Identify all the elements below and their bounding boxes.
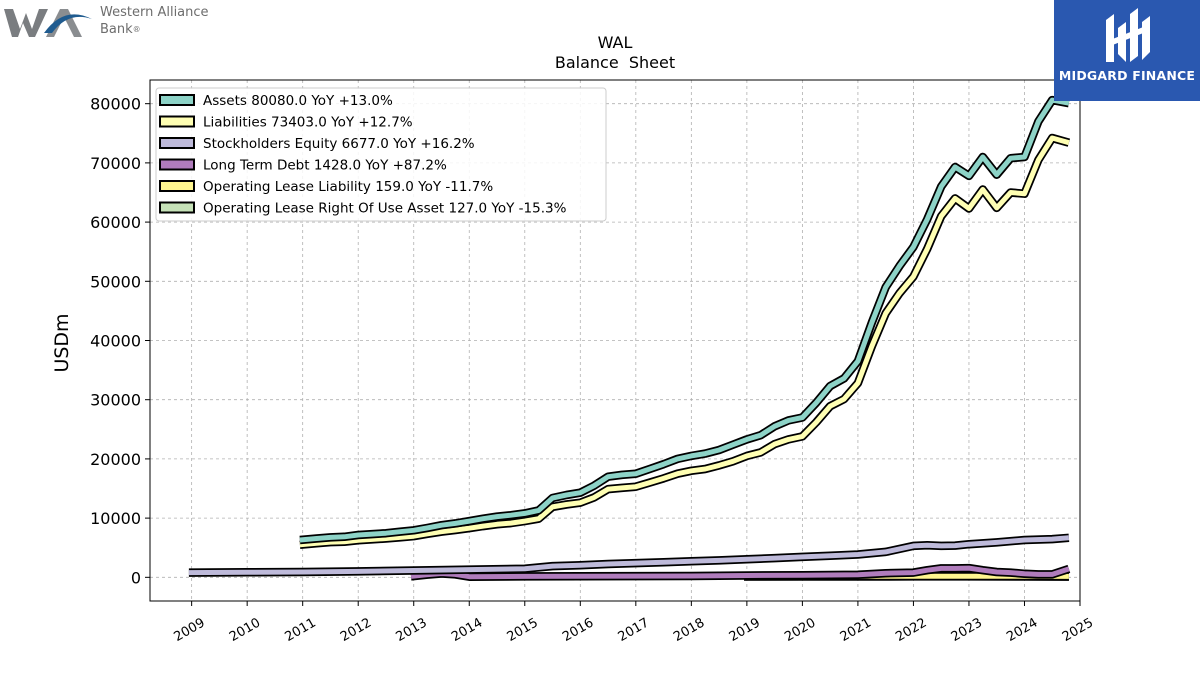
legend-label-operating_lease_rou: Operating Lease Right Of Use Asset 127.0… <box>203 201 567 217</box>
wab-logo-line2-text: Bank <box>100 22 133 37</box>
legend-swatch-liabilities <box>159 115 195 128</box>
x-tick-label: 2014 <box>449 615 485 645</box>
x-tick-label: 2025 <box>1060 615 1096 645</box>
legend-swatch-long_term_debt <box>159 158 195 171</box>
midgard-finance-logo: MIDGARD FINANCE <box>1054 0 1200 101</box>
series-assets-line <box>299 97 1070 543</box>
legend-label-long_term_debt: Long Term Debt 1428.0 YoY +87.2% <box>203 158 447 174</box>
x-tick-label: 2012 <box>338 615 374 645</box>
legend-box <box>155 87 607 222</box>
y-tick-label: 30000 <box>90 391 141 410</box>
series-equity-line <box>188 535 1070 576</box>
wa-logo-icon <box>4 9 92 37</box>
y-tick-label: 40000 <box>90 332 141 351</box>
legend-swatch-equity <box>159 137 195 149</box>
midgard-logo-text: MIDGARD FINANCE <box>1058 68 1196 83</box>
wab-logo-line1: Western Alliance <box>100 5 209 20</box>
x-tick-label: 2015 <box>505 615 541 645</box>
y-tick-label: 20000 <box>90 450 141 469</box>
x-tick-label: 2016 <box>560 615 596 645</box>
x-tick-label: 2009 <box>171 615 207 645</box>
series-liabilities-line <box>299 135 1070 548</box>
y-tick-label: 10000 <box>90 509 141 528</box>
x-tick-label: 2021 <box>838 615 874 645</box>
legend-swatch-operating_lease_rou <box>159 201 195 214</box>
x-tick-label: 2019 <box>727 615 763 645</box>
legend-label-liabilities: Liabilities 73403.0 YoY +12.7% <box>203 115 413 131</box>
y-axis-label: USDm <box>51 313 73 372</box>
chart-subtitle: Balance Sheet <box>555 53 675 72</box>
legend-label-operating_lease_liability: Operating Lease Liability 159.0 YoY -11.… <box>203 179 493 195</box>
x-tick-label: 2010 <box>227 615 263 645</box>
y-tick-label: 0 <box>131 568 141 587</box>
y-tick-label: 60000 <box>90 213 141 232</box>
y-tick-label: 50000 <box>90 272 141 291</box>
x-tick-label: 2017 <box>616 615 652 645</box>
western-alliance-logo: Western Alliance Bank® <box>4 3 234 43</box>
midgard-logo-icon <box>1106 8 1150 62</box>
x-tick-label: 2024 <box>1004 615 1040 645</box>
x-tick-label: 2022 <box>893 615 929 645</box>
x-tick-label: 2011 <box>283 615 319 645</box>
legend-swatch-assets <box>159 94 195 106</box>
x-tick-label: 2018 <box>671 615 707 645</box>
wab-logo-text: Western Alliance Bank® <box>100 4 209 38</box>
wab-logo-line2: Bank® <box>100 22 141 37</box>
legend-label-assets: Assets 80080.0 YoY +13.0% <box>203 93 393 109</box>
legend-swatch-operating_lease_liability <box>159 180 195 192</box>
x-tick-label: 2013 <box>394 615 430 645</box>
legend-label-equity: Stockholders Equity 6677.0 YoY +16.2% <box>203 136 475 152</box>
series-long_term_debt-line <box>410 565 1070 580</box>
x-tick-label: 2020 <box>782 615 818 645</box>
y-tick-label: 80000 <box>90 95 141 114</box>
y-tick-label: 70000 <box>90 154 141 173</box>
series-layer <box>188 95 1071 581</box>
x-tick-label: 2023 <box>949 615 985 645</box>
y-axis-ticks: 0 10000 20000 30000 40000 50000 60000 70000 8000… <box>90 95 150 587</box>
x-axis-ticks: 2009 2010 2011 2012 2013 2014 2015 2016 2017 2018… <box>171 601 1096 645</box>
chart-title: WAL <box>598 33 633 52</box>
legend: Assets 80080.0 YoY +13.0% Liabilities 734… <box>155 87 607 222</box>
